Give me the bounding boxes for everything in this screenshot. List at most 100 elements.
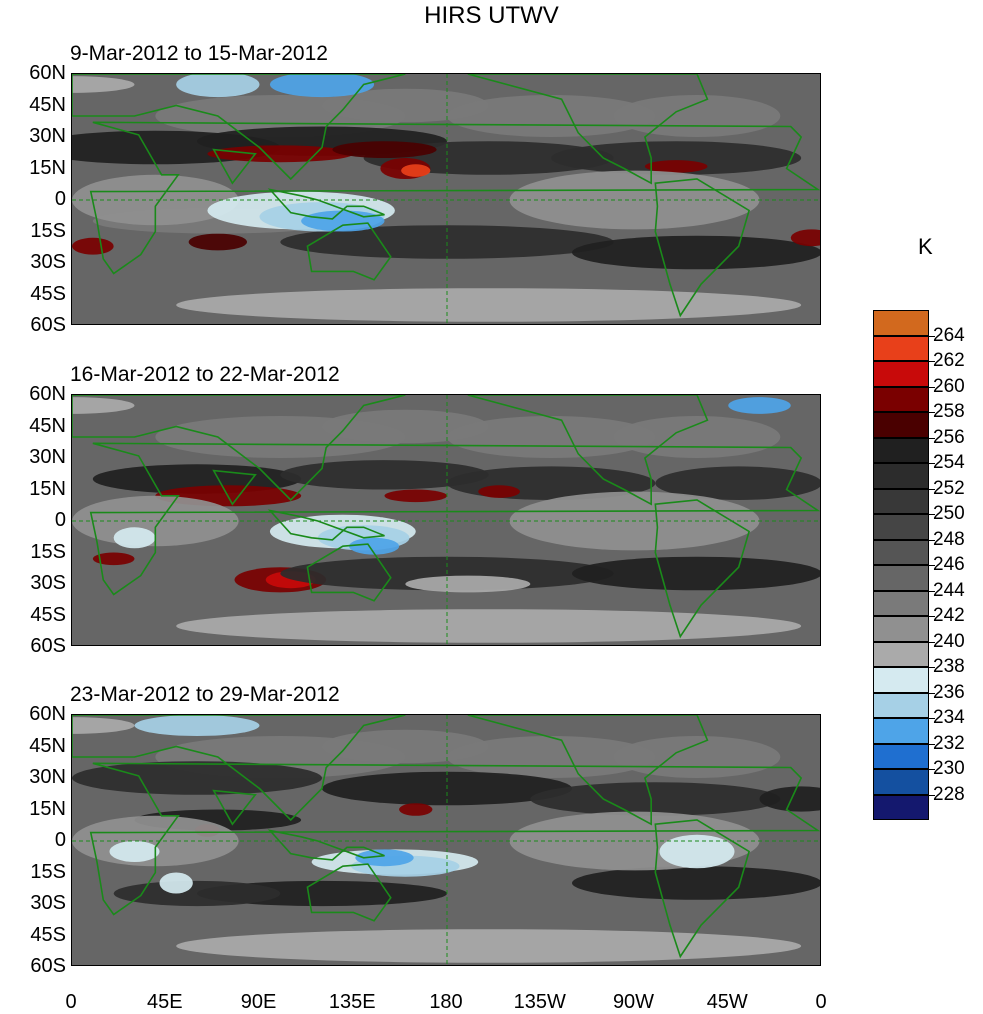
colorbar-swatch <box>873 437 929 463</box>
contour-region <box>72 174 239 226</box>
colorbar-label: 260 <box>933 375 965 397</box>
contour-region <box>301 210 385 232</box>
contour-region <box>72 761 322 795</box>
coastline <box>267 188 385 220</box>
contour-region <box>113 527 156 549</box>
colorbar-tick <box>929 335 935 337</box>
contour-region <box>728 397 791 414</box>
contour-region <box>207 145 354 163</box>
contour-region <box>72 717 135 734</box>
contour-region <box>405 575 531 593</box>
contour-region <box>613 736 781 778</box>
contour-region <box>332 141 437 158</box>
lat-label: 0 <box>54 509 66 531</box>
colorbar-label: 246 <box>933 554 965 575</box>
lon-label: 135W <box>513 991 566 1013</box>
coastline <box>267 509 385 541</box>
lat-label: 0 <box>54 829 66 851</box>
colorbar-tick <box>929 743 935 745</box>
colorbar-label: 256 <box>933 426 965 448</box>
contour-region <box>572 556 820 591</box>
contour-region <box>572 866 820 900</box>
lat-label: 60S <box>30 955 66 977</box>
lon-label: 0 <box>65 991 77 1013</box>
contour-region <box>176 288 802 322</box>
contour-region <box>176 929 802 963</box>
lat-label: 15S <box>30 540 66 563</box>
coastline <box>212 789 257 826</box>
lat-label: 0 <box>54 188 66 210</box>
lat-label: 30N <box>29 125 66 147</box>
contour-region <box>613 95 781 137</box>
contour-region <box>399 803 433 816</box>
lat-label: 15S <box>30 860 66 883</box>
lat-label: 60S <box>30 314 66 336</box>
colorbar-swatch <box>873 743 929 769</box>
contour-region <box>355 849 414 867</box>
colorbar-label: 236 <box>933 681 965 703</box>
contour-region <box>92 552 135 566</box>
colorbar-swatch <box>873 590 929 616</box>
lon-label: 0 <box>815 991 827 1013</box>
colorbar-swatch <box>873 335 929 361</box>
contour-region <box>530 782 781 816</box>
colorbar-swatch <box>873 692 929 718</box>
contour-region <box>447 736 656 778</box>
lat-label: 30S <box>30 251 66 273</box>
colorbar-tick <box>929 590 935 592</box>
colorbar-label: 264 <box>933 324 965 346</box>
contour-region <box>401 164 431 177</box>
colorbar-tick <box>929 718 935 719</box>
colorbar-swatch <box>873 361 929 387</box>
lat-label: 45N <box>29 734 66 757</box>
colorbar-swatch <box>873 488 929 514</box>
lat-label: 45N <box>29 93 66 116</box>
coastline <box>72 74 406 181</box>
coastline <box>89 121 820 275</box>
lat-label: 15S <box>30 219 66 242</box>
colorbar-swatch <box>873 641 929 667</box>
coastline <box>654 819 751 959</box>
coastline <box>267 829 385 861</box>
coastline <box>306 222 392 281</box>
colorbar-unit: K <box>918 234 933 259</box>
colorbar-tick <box>929 769 935 770</box>
contour-region <box>72 237 114 255</box>
lon-label: 90E <box>240 991 277 1013</box>
colorbar-tick <box>929 616 935 617</box>
lat-label: 45S <box>30 923 66 946</box>
lat-label: 60S <box>30 635 66 657</box>
lat-label: 60N <box>29 62 66 84</box>
colorbar-swatch <box>873 310 929 336</box>
contour-region <box>572 235 820 270</box>
colorbar-label: 238 <box>933 656 965 677</box>
colorbar-swatch <box>873 514 929 540</box>
lat-label: 30N <box>29 446 66 468</box>
colorbar-tick <box>929 794 935 796</box>
contour-region <box>447 416 656 458</box>
colorbar-label: 228 <box>933 783 965 805</box>
contour-region <box>551 141 802 175</box>
contour-region <box>113 880 281 907</box>
lat-label: 60N <box>29 703 66 725</box>
coastline <box>467 74 709 185</box>
colorbar-label: 252 <box>933 477 965 499</box>
colorbar-label: 230 <box>933 758 965 779</box>
contour-region <box>134 715 260 736</box>
coastline <box>72 715 406 822</box>
lat-label: 15N <box>29 477 66 500</box>
map-panel-2 <box>71 394 821 646</box>
coastline <box>467 395 709 506</box>
contour-region <box>659 834 735 869</box>
lat-label: 45N <box>29 414 66 437</box>
lat-label: 45S <box>30 603 66 626</box>
map-panel-3 <box>71 714 821 966</box>
colorbar-tick <box>929 361 935 362</box>
colorbar-label: 244 <box>933 579 965 601</box>
panel-2-title: 16-Mar-2012 to 22-Mar-2012 <box>70 363 340 386</box>
lat-label: 60N <box>29 383 66 405</box>
lat-label: 30S <box>30 892 66 914</box>
colorbar-label: 240 <box>933 630 965 652</box>
contour-region <box>478 485 520 498</box>
coastline <box>467 715 709 826</box>
